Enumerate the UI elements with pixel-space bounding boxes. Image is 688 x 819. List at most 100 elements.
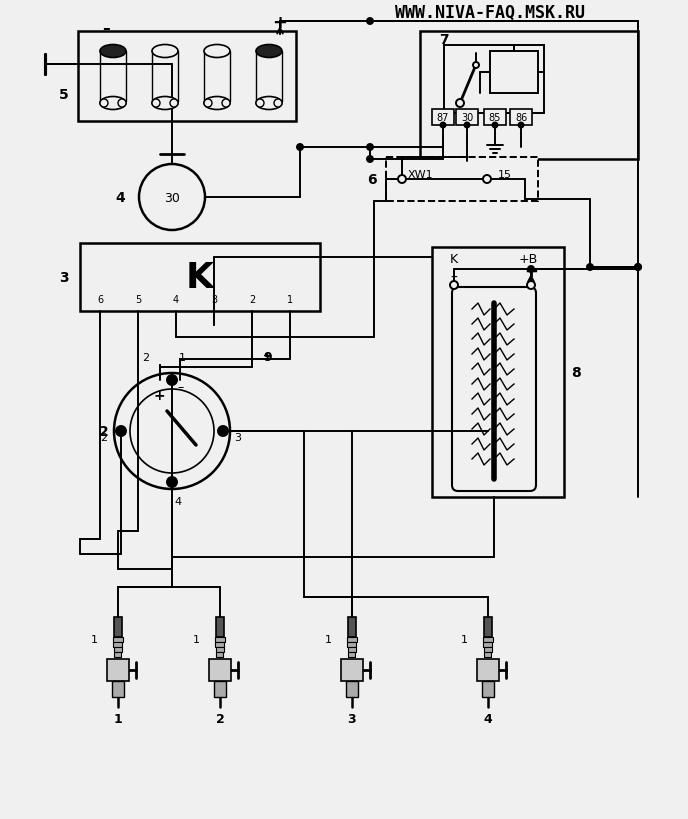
Ellipse shape (152, 97, 178, 111)
FancyBboxPatch shape (452, 287, 536, 491)
Circle shape (167, 477, 177, 487)
Circle shape (519, 124, 524, 129)
Bar (216, 647, 224, 652)
Text: –: – (102, 20, 110, 35)
Ellipse shape (204, 97, 230, 111)
Bar (113, 642, 122, 647)
Circle shape (635, 265, 641, 270)
Bar (78, 32, 296, 122)
Bar (107, 659, 129, 681)
Text: 30: 30 (164, 192, 180, 204)
Bar (100, 52, 126, 102)
Circle shape (152, 100, 160, 108)
Ellipse shape (100, 97, 126, 111)
Circle shape (440, 124, 446, 129)
Circle shape (398, 176, 406, 183)
Text: 2: 2 (142, 352, 149, 363)
Circle shape (297, 145, 303, 151)
Bar (420, 32, 638, 160)
Text: 85: 85 (488, 113, 501, 123)
Text: –: – (178, 381, 184, 394)
Text: 4: 4 (484, 713, 493, 726)
Text: +: + (153, 388, 165, 402)
Text: 3: 3 (347, 713, 356, 726)
Circle shape (139, 165, 205, 231)
Bar (204, 52, 230, 102)
Bar (216, 618, 224, 637)
Bar (483, 642, 492, 647)
Text: 30: 30 (461, 113, 473, 123)
Text: +: + (524, 263, 538, 281)
Bar (484, 110, 506, 126)
Text: 1: 1 (460, 634, 468, 645)
Text: 1: 1 (287, 295, 293, 305)
Circle shape (587, 265, 593, 270)
Bar (386, 158, 538, 201)
Bar (215, 637, 225, 642)
Circle shape (170, 100, 178, 108)
Text: 86: 86 (515, 113, 527, 123)
Bar (477, 659, 499, 681)
Text: 2: 2 (249, 295, 255, 305)
Bar (112, 681, 124, 697)
Bar (484, 647, 492, 652)
Text: 3: 3 (59, 270, 69, 285)
Text: 2: 2 (215, 713, 224, 726)
Text: 2: 2 (99, 424, 109, 438)
Circle shape (493, 124, 497, 129)
Circle shape (256, 100, 264, 108)
Bar (216, 652, 223, 657)
Bar (347, 637, 357, 642)
Ellipse shape (100, 45, 126, 58)
Text: +: + (264, 351, 272, 360)
Ellipse shape (204, 45, 230, 58)
Bar (152, 52, 178, 102)
Text: 8: 8 (571, 365, 581, 379)
Text: 5: 5 (59, 88, 69, 102)
Bar (484, 652, 491, 657)
Circle shape (464, 124, 469, 129)
Text: XW1: XW1 (407, 170, 433, 180)
Bar (214, 681, 226, 697)
Bar (490, 52, 538, 94)
Text: 2: 2 (100, 432, 107, 442)
Text: 87: 87 (437, 113, 449, 123)
Text: 1: 1 (114, 713, 122, 726)
Circle shape (528, 267, 534, 273)
Bar (456, 110, 478, 126)
Text: 4: 4 (175, 496, 182, 506)
Circle shape (367, 19, 373, 25)
Ellipse shape (256, 97, 282, 111)
Text: 3: 3 (211, 295, 217, 305)
Text: +: + (272, 14, 288, 32)
Circle shape (456, 100, 464, 108)
Circle shape (167, 376, 177, 386)
Ellipse shape (256, 45, 282, 58)
Circle shape (635, 265, 641, 270)
Bar (114, 618, 122, 637)
Bar (215, 642, 224, 647)
Bar (256, 52, 282, 102)
Text: 1: 1 (178, 352, 186, 363)
Bar (348, 652, 355, 657)
Circle shape (204, 100, 212, 108)
Text: K: K (450, 253, 458, 266)
Circle shape (218, 427, 228, 437)
Circle shape (367, 145, 373, 151)
Text: 9: 9 (264, 351, 272, 364)
Circle shape (130, 390, 214, 473)
Text: 1: 1 (325, 634, 332, 645)
Bar (80, 244, 320, 311)
Text: 6: 6 (97, 295, 103, 305)
Circle shape (483, 176, 491, 183)
Bar (510, 110, 532, 126)
Circle shape (450, 282, 458, 290)
Circle shape (222, 100, 230, 108)
Text: 7: 7 (439, 33, 449, 47)
Text: 1: 1 (193, 634, 200, 645)
Ellipse shape (152, 45, 178, 58)
Text: –: – (451, 270, 458, 285)
Circle shape (114, 373, 230, 490)
Text: 4: 4 (115, 191, 125, 205)
Bar (347, 642, 356, 647)
